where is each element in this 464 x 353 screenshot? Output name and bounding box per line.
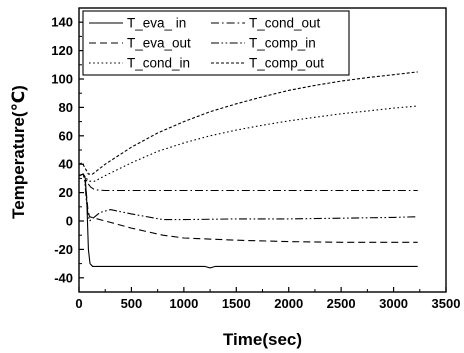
series-line-1 [78, 173, 418, 243]
plot-lines [78, 71, 418, 269]
y-axis: -40 -20 0 20 40 60 80 100 120 140 [51, 7, 84, 293]
legend-label: T_eva_out [127, 36, 191, 51]
y-tick-label: 80 [59, 100, 73, 115]
legend: T_eva_ in T_cond_out T_eva_out T_comp_in T_c… [82, 10, 350, 76]
y-tick-label: 120 [51, 43, 73, 58]
x-tick-label: 500 [121, 296, 143, 311]
legend-label: T_cond_in [127, 56, 190, 71]
x-tick-label: 3000 [379, 296, 408, 311]
series-line-0 [78, 173, 418, 269]
x-tick-label: 3500 [432, 296, 461, 311]
y-tick-label: 0 [66, 214, 73, 229]
legend-label: T_eva_ in [127, 16, 186, 31]
x-tick-label: 2000 [274, 296, 303, 311]
series-line-4 [78, 173, 418, 222]
y-tick-label: 20 [59, 185, 73, 200]
x-axis-title: Time(sec) [223, 330, 302, 349]
legend-label: T_comp_in [249, 36, 316, 51]
y-tick-label: 40 [59, 157, 73, 172]
y-axis-title: Temperature(℃) [9, 85, 28, 219]
x-tick-label: 1000 [169, 296, 198, 311]
y-tick-label: 60 [59, 128, 73, 143]
series-line-5 [78, 71, 418, 175]
x-tick-label: 1500 [222, 296, 251, 311]
y-tick-label: 140 [51, 15, 73, 30]
series-line-2 [79, 105, 418, 182]
y-tick-label: -20 [54, 242, 73, 257]
x-tick-label: 0 [75, 296, 82, 311]
series-line-3 [78, 173, 418, 192]
x-axis: 0 500 1000 1500 2000 2500 3000 3500 [75, 287, 460, 311]
x-tick-label: 2500 [327, 296, 356, 311]
legend-label: T_cond_out [249, 16, 321, 31]
y-tick-label: 100 [51, 72, 73, 87]
y-tick-label: -40 [54, 270, 73, 285]
legend-label: T_comp_out [249, 56, 324, 71]
